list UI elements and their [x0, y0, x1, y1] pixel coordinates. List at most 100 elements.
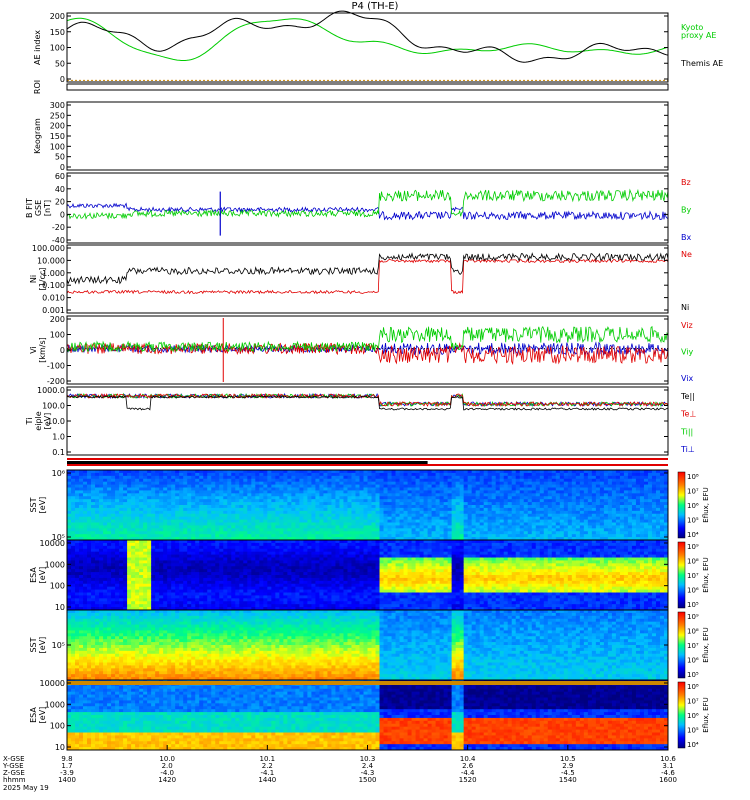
- spectrogram-esa_e-cell: [271, 540, 276, 544]
- spectrogram-sst_e-cell: [239, 516, 244, 520]
- spectrogram-sst_e-cell: [239, 528, 244, 532]
- spectrogram-sst_e-cell: [527, 475, 533, 480]
- spectrogram-sst_e-cell: [167, 487, 172, 491]
- spectrogram-sst_e-cell: [295, 502, 300, 506]
- spectrogram-sst_e-cell: [303, 528, 308, 532]
- spectrogram-sst_e-cell: [371, 525, 376, 529]
- spectrogram-sst_e-cell: [231, 531, 236, 535]
- spectrogram-esa_e-cell: [95, 592, 100, 596]
- spectrogram-sst_e-cell: [647, 493, 653, 497]
- spectrogram-esa_e-cell: [223, 569, 228, 573]
- spectrogram-sst_e-cell: [259, 537, 264, 541]
- spectrogram-sst_e-cell: [67, 531, 72, 535]
- spectrogram-esa_e-cell: [95, 575, 100, 579]
- spectrogram-esa_e-cell: [139, 548, 144, 553]
- spectrogram-sst_e-cell: [115, 522, 120, 526]
- spectrogram-sst_e-cell: [659, 490, 665, 494]
- spectrogram-sst_e-cell: [291, 478, 296, 483]
- spectrogram-sst_e-cell: [631, 510, 637, 515]
- spectrogram-sst_e-cell: [175, 481, 180, 485]
- spectrogram-sst_e-cell: [283, 502, 288, 506]
- spectrogram-sst_e-cell: [315, 481, 320, 485]
- spectrogram-sst_e-cell: [127, 484, 132, 488]
- spectrogram-sst_e-cell: [463, 499, 469, 503]
- spectrogram-sst_e-cell: [495, 470, 501, 474]
- spectrogram-sst_e-cell: [95, 475, 100, 480]
- spectrogram-sst_e-cell: [423, 507, 428, 512]
- spectrogram-sst_e-cell: [391, 522, 396, 526]
- spectrogram-sst_e-cell: [247, 481, 252, 485]
- spectrogram-esa_e-cell: [271, 589, 276, 593]
- spectrogram-sst_e-cell: [247, 519, 252, 523]
- spectrogram-sst_e-cell: [483, 528, 489, 532]
- spectrogram-sst_e-cell: [551, 472, 557, 477]
- spectrogram-sst_e-cell: [575, 522, 581, 526]
- spectrogram-sst_e-cell: [71, 513, 76, 518]
- spectrogram-sst_e-cell: [519, 484, 525, 488]
- spectrogram-sst_e-cell: [291, 525, 296, 529]
- spectrogram-sst_e-cell: [183, 513, 188, 518]
- spectrogram-sst_e-cell: [131, 510, 136, 515]
- spectrogram-sst_e-cell: [615, 525, 621, 529]
- spectrogram-esa_e-cell: [91, 601, 96, 605]
- spectrogram-sst_e-cell: [663, 528, 669, 532]
- spectrogram-sst_e-cell: [383, 513, 388, 518]
- spectrogram-esa_e-cell: [179, 563, 184, 567]
- spectrogram-sst_e-cell: [527, 490, 533, 494]
- spectrogram-sst_e-cell: [479, 519, 485, 523]
- spectrogram-sst_e-cell: [195, 510, 200, 515]
- spectrogram-sst_e-cell: [215, 510, 220, 515]
- spectrogram-esa_e-cell: [147, 542, 152, 547]
- spectrogram-sst_e-cell: [631, 519, 637, 523]
- spectrogram-sst_e-cell: [547, 481, 553, 485]
- spectrogram-esa_e-cell: [135, 545, 140, 550]
- spectrogram-sst_e-cell: [179, 531, 184, 535]
- spectrogram-sst_e-cell: [459, 522, 465, 526]
- spectrogram-sst_e-cell: [91, 522, 96, 526]
- spectrogram-sst_e-cell: [403, 528, 408, 532]
- spectrogram-esa_e-cell: [75, 601, 80, 605]
- spectrogram-sst_e-cell: [175, 507, 180, 512]
- spectrogram-sst_e-cell: [355, 505, 360, 509]
- spectrogram-sst_e-cell: [167, 499, 172, 503]
- spectrogram-sst_e-cell: [67, 519, 72, 523]
- spectrogram-sst_e-cell: [187, 513, 192, 518]
- spectrogram-sst_e-cell: [155, 475, 160, 480]
- spectrogram-esa_e-cell: [263, 548, 268, 553]
- spectrogram-esa_e-cell: [219, 604, 224, 608]
- spectrogram-sst_e-cell: [475, 496, 481, 500]
- spectrogram-esa_e-cell: [239, 595, 244, 599]
- spectrogram-esa_e-cell: [239, 586, 244, 590]
- spectrogram-sst_e-cell: [427, 490, 433, 494]
- spectrogram-sst_e-cell: [647, 534, 653, 538]
- spectrogram-sst_e-cell: [311, 472, 316, 477]
- spectrogram-esa_e-cell: [111, 601, 116, 605]
- spectrogram-sst_e-cell: [399, 516, 404, 520]
- spectrogram-esa_e-cell: [139, 598, 144, 602]
- spectrogram-sst_e-cell: [579, 513, 585, 518]
- spectrogram-sst_e-cell: [503, 487, 509, 491]
- spectrogram-sst_e-cell: [319, 510, 324, 515]
- spectrogram-sst_e-cell: [399, 487, 404, 491]
- spectrogram-sst_e-cell: [171, 516, 176, 520]
- spectrogram-sst_e-cell: [487, 537, 493, 541]
- spectrogram-sst_e-cell: [371, 528, 376, 532]
- spectrogram-sst_e-cell: [247, 516, 252, 520]
- spectrogram-sst_e-cell: [167, 516, 172, 520]
- spectrogram-sst_e-cell: [647, 472, 653, 477]
- spectrogram-sst_e-cell: [447, 470, 453, 474]
- spectrogram-sst_e-cell: [435, 519, 441, 523]
- spectrogram-sst_e-cell: [563, 534, 569, 538]
- spectrogram-sst_e-cell: [407, 513, 412, 518]
- spectrogram-sst_e-cell: [247, 470, 252, 474]
- spectrogram-esa_e-cell: [79, 540, 84, 544]
- spectrogram-esa_e-cell: [135, 580, 140, 585]
- spectrogram-sst_e-cell: [607, 472, 613, 477]
- spectrogram-sst_e-cell: [183, 472, 188, 477]
- spectrogram-sst_e-cell: [351, 513, 356, 518]
- spectrogram-esa_e-cell: [179, 601, 184, 605]
- spectrogram-sst_e-cell: [415, 475, 420, 480]
- spectrogram-sst_e-cell: [251, 475, 256, 480]
- spectrogram-esa_e-cell: [283, 554, 288, 558]
